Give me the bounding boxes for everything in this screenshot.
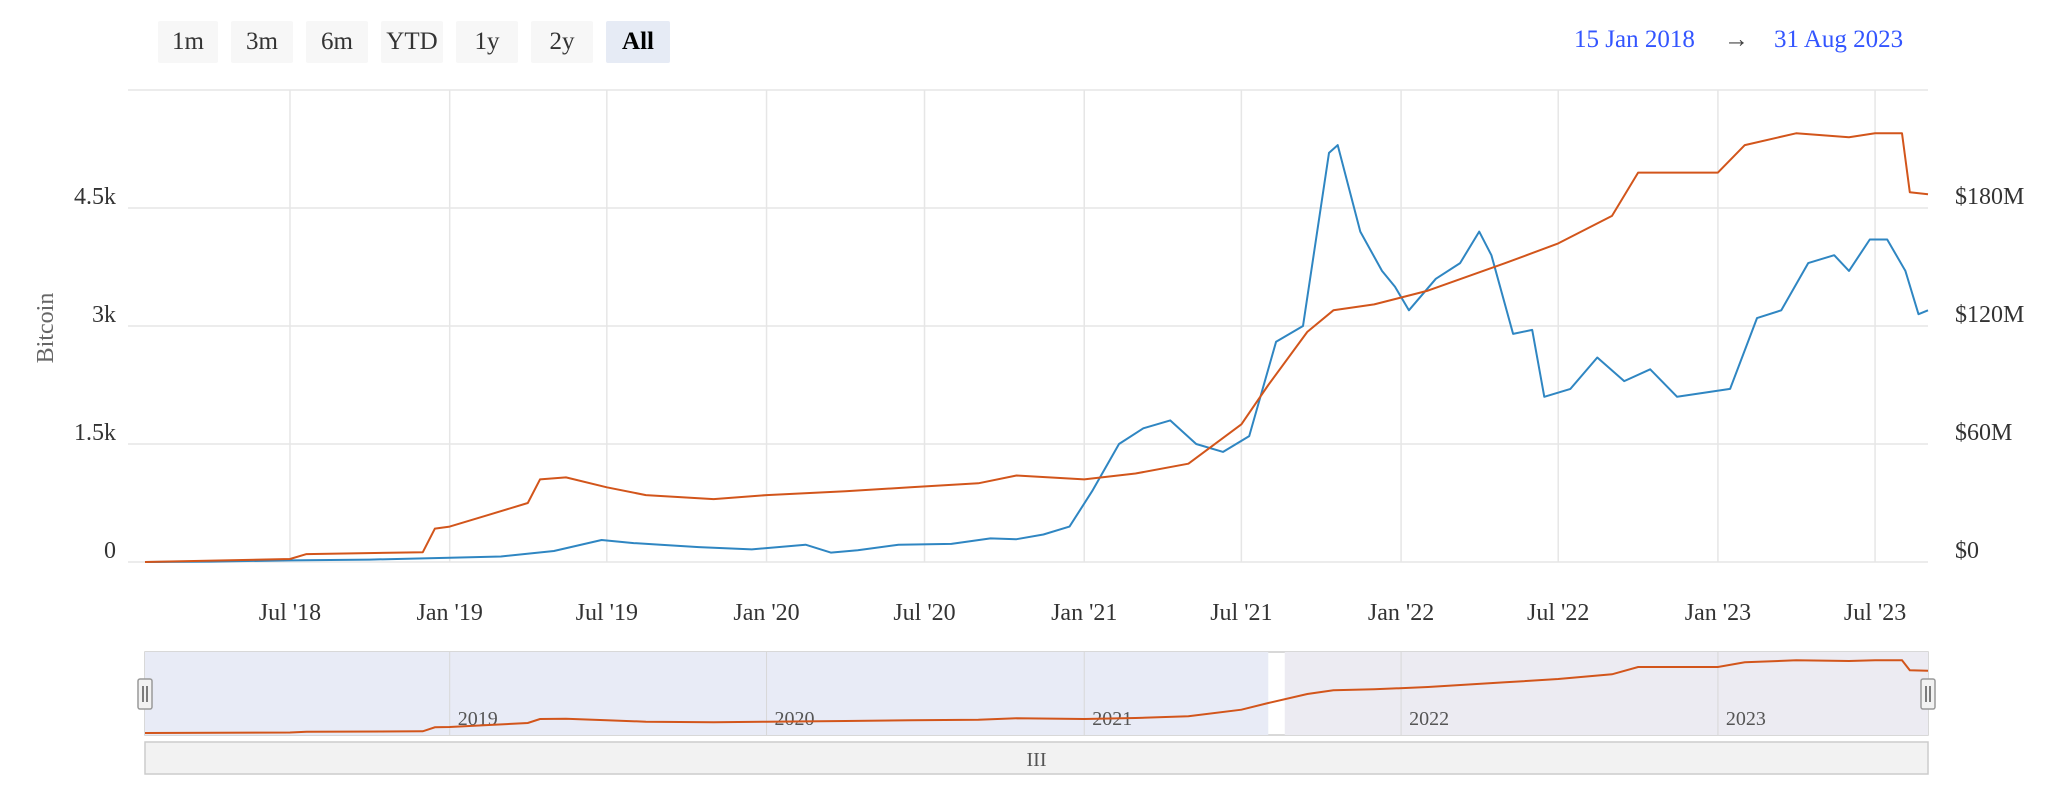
scrollbar-track[interactable]	[144, 741, 1929, 775]
series-line-usd	[144, 132, 1929, 563]
range-button-3m[interactable]: 3m	[231, 21, 293, 63]
from-date-input[interactable]: 15 Jan 2018	[1574, 26, 1695, 53]
left-y-axis-title: Bitcoin	[33, 293, 59, 364]
x-tick-label: Jan '21	[1051, 600, 1117, 626]
right-y-tick-label: $60M	[1955, 420, 2012, 446]
x-tick-label: Jan '20	[733, 600, 799, 626]
navigator-year-label: 2020	[775, 708, 815, 730]
navigator-handle-left[interactable]	[137, 678, 153, 710]
left-y-tick-label: 4.5k	[74, 184, 116, 210]
navigator[interactable]: 2019 2020 2021 2022 2023	[137, 651, 1936, 736]
right-y-tick-label: $0	[1955, 538, 1979, 564]
x-tick-label: Jan '22	[1368, 600, 1434, 626]
x-tick-label: Jan '19	[417, 600, 483, 626]
x-tick-label: Jul '19	[576, 600, 638, 626]
range-button-ytd[interactable]: YTD	[381, 21, 443, 63]
x-tick-label: Jul '18	[259, 600, 321, 626]
right-y-tick-label: $180M	[1955, 184, 2024, 210]
left-y-tick-label: 3k	[92, 302, 116, 328]
left-y-tick-label: 0	[104, 538, 116, 564]
x-tick-label: Jul '23	[1844, 600, 1906, 626]
navigator-mask-left	[145, 652, 1269, 735]
navigator-handle-right[interactable]	[1920, 678, 1936, 710]
right-y-axis: $0 $60M $120M $180M	[1955, 184, 2024, 564]
x-tick-label: Jul '20	[893, 600, 955, 626]
navigator-year-label: 2022	[1409, 708, 1449, 730]
plot-grid	[128, 89, 1928, 563]
x-tick-label: Jul '21	[1210, 600, 1272, 626]
navigator-year-label: 2023	[1726, 708, 1766, 730]
scrollbar-grip-icon[interactable]: III	[1027, 749, 1047, 771]
navigator-scrollbar[interactable]: III	[144, 741, 1929, 775]
left-y-tick-label: 1.5k	[74, 420, 116, 446]
x-axis: Jul '18 Jan '19 Jul '19 Jan '20 Jul '20 Jan '…	[259, 600, 1906, 626]
x-tick-label: Jan '23	[1685, 600, 1751, 626]
right-y-tick-label: $120M	[1955, 302, 2024, 328]
left-y-axis: 0 1.5k 3k 4.5k	[74, 184, 116, 564]
navigator-mask-right	[1284, 652, 1928, 735]
range-button-1m[interactable]: 1m	[158, 21, 218, 63]
range-button-all[interactable]: All	[606, 21, 670, 63]
x-tick-label: Jul '22	[1527, 600, 1589, 626]
series-line-bitcoin	[144, 144, 1929, 563]
date-range-arrow-icon: →	[1724, 26, 1749, 53]
range-button-1y[interactable]: 1y	[456, 21, 518, 63]
series-lines	[144, 132, 1929, 563]
range-button-2y[interactable]: 2y	[531, 21, 593, 63]
navigator-series-line	[144, 659, 1929, 734]
to-date-input[interactable]: 31 Aug 2023	[1774, 26, 1904, 53]
range-button-6m[interactable]: 6m	[306, 21, 368, 63]
